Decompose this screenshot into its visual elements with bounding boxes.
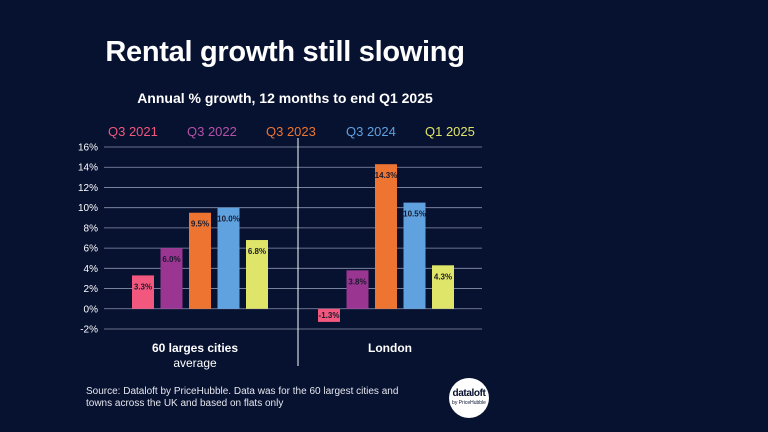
- data-label: 9.5%: [191, 220, 209, 229]
- y-tick-label: 2%: [84, 284, 99, 295]
- y-tick-label: 10%: [78, 203, 98, 214]
- group-label-london-main: London: [368, 341, 412, 355]
- chart-title: Rental growth still slowing: [105, 36, 465, 68]
- bar: [318, 308, 340, 322]
- data-label: 3.3%: [134, 282, 152, 291]
- y-tick-label: 16%: [78, 143, 98, 154]
- logo-wordmark: dataloft: [452, 388, 486, 399]
- group-label-60-cities-main: 60 larges cities: [151, 341, 239, 355]
- source-footnote: Source: Dataloft by PriceHubble. Data wa…: [86, 386, 399, 409]
- bar: [432, 265, 454, 309]
- legend-item-q3-2021: Q3 2021: [108, 124, 158, 139]
- data-label: 10.0%: [217, 215, 240, 224]
- group-label-60-cities: 60 larges cities average: [120, 341, 270, 371]
- legend-item-q1-2025: Q1 2025: [425, 124, 475, 139]
- bar: [346, 270, 369, 309]
- logo-tagline: by PriceHubble: [452, 400, 486, 406]
- bar: [132, 275, 154, 309]
- data-label: 6.8%: [248, 247, 266, 256]
- group-label-london: London: [320, 341, 460, 356]
- y-tick-label: 6%: [84, 244, 99, 255]
- bar: [403, 202, 426, 309]
- group-label-60-cities-sub: average: [173, 356, 217, 370]
- bar: [375, 164, 397, 309]
- y-tick-label: -2%: [80, 325, 98, 336]
- legend: Q3 2021 Q3 2022 Q3 2023 Q3 2024 Q1 2025: [0, 124, 768, 144]
- data-label: 10.5%: [403, 210, 426, 219]
- legend-item-q3-2023: Q3 2023: [266, 124, 316, 139]
- data-label: 3.8%: [348, 277, 366, 286]
- bar: [189, 212, 211, 309]
- dataloft-logo: dataloft by PriceHubble: [449, 378, 489, 418]
- chart-subtitle: Annual % growth, 12 months to end Q1 202…: [137, 90, 433, 106]
- bar: [246, 240, 268, 309]
- data-label: 14.3%: [375, 171, 398, 180]
- bar: [160, 248, 183, 309]
- bar: [217, 207, 240, 309]
- y-tick-label: 12%: [78, 183, 98, 194]
- y-tick-label: 0%: [84, 304, 99, 315]
- data-label: -1.3%: [319, 311, 340, 320]
- bars: 3.3% 6.0% 9.5% 10.0% 6.8% -1.3% 3.8% 14.3% 10.5%…: [132, 164, 454, 322]
- y-tick-label: 4%: [84, 264, 99, 275]
- y-tick-label: 14%: [78, 163, 98, 174]
- data-label: 4.3%: [434, 272, 452, 281]
- data-label: 6.0%: [162, 255, 180, 264]
- y-axis-ticks: 16% 14% 12% 10% 8% 6% 4% 2% 0% -2%: [78, 143, 98, 336]
- y-tick-label: 8%: [84, 223, 99, 234]
- legend-item-q3-2022: Q3 2022: [187, 124, 237, 139]
- legend-item-q3-2024: Q3 2024: [346, 124, 396, 139]
